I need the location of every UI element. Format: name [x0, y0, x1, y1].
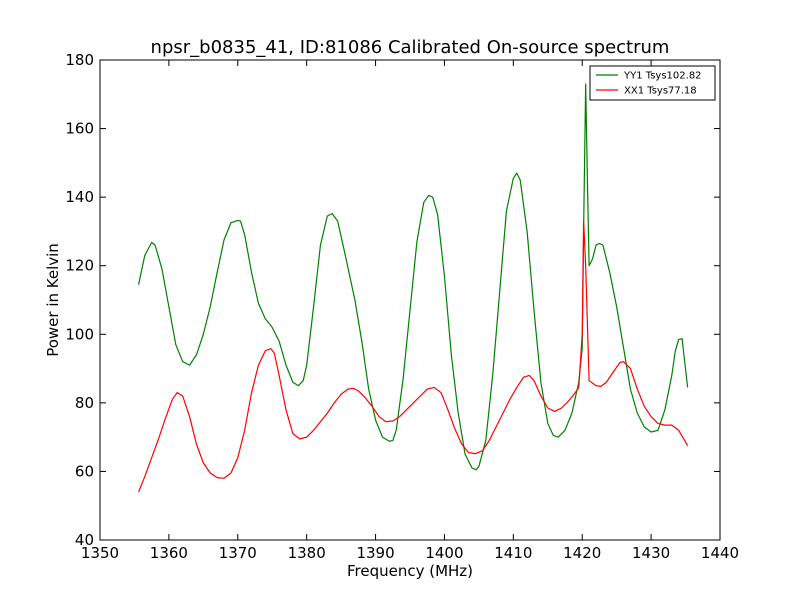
x-tick-label: 1380 — [288, 544, 326, 562]
series-layer — [137, 83, 689, 493]
y-tick-label: 120 — [65, 257, 94, 275]
y-tick-label: 40 — [75, 531, 94, 549]
x-tick-label: 1420 — [563, 544, 601, 562]
chart-title: npsr_b0835_41, ID:81086 Calibrated On-so… — [151, 37, 670, 58]
x-tick-label: 1400 — [425, 544, 463, 562]
y-axis-title: Power in Kelvin — [44, 243, 62, 357]
x-tick-label: 1360 — [150, 544, 188, 562]
y-tick-label: 80 — [75, 394, 94, 412]
plot-frame — [99, 59, 721, 541]
series-line-yy1 — [137, 83, 689, 471]
legend: YY1 Tsys102.82 XX1 Tsys77.18 — [589, 65, 716, 101]
y-tick-label: 180 — [65, 51, 94, 69]
y-tick-label: 140 — [65, 188, 94, 206]
x-tick-label: 1430 — [632, 544, 670, 562]
legend-label-xx1: XX1 Tsys77.18 — [624, 86, 697, 97]
x-tick-label: 1410 — [494, 544, 532, 562]
x-tick-label: 1390 — [356, 544, 394, 562]
legend-label-yy1: YY1 Tsys102.82 — [623, 71, 702, 82]
y-tick-label: 160 — [65, 120, 94, 138]
ticks-layer: 1350 1360 1370 1380 1390 1400 1410 1420 1430 1440… — [65, 51, 739, 562]
x-axis-title: Frequency (MHz) — [347, 562, 473, 580]
y-tick-label: 100 — [65, 325, 94, 343]
series-line-xx1 — [138, 220, 689, 493]
legend-box — [589, 65, 716, 101]
x-tick-label: 1370 — [219, 544, 257, 562]
x-tick-label: 1350 — [81, 544, 119, 562]
x-tick-label: 1440 — [701, 544, 739, 562]
y-tick-label: 60 — [75, 462, 94, 480]
